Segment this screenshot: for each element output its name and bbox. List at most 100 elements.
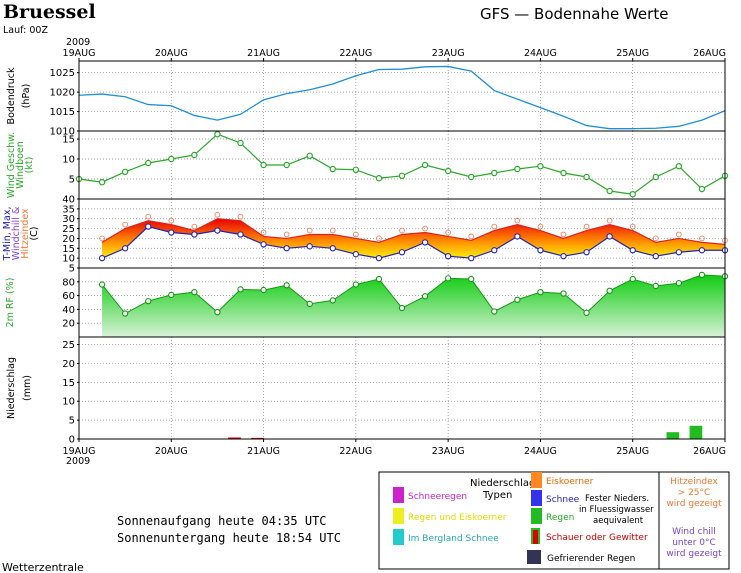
heat-index-point (560, 231, 567, 238)
legend-label: Eiskoerner (546, 477, 594, 487)
day-label-top: 25AUG (616, 48, 649, 59)
rh-point (537, 288, 544, 296)
rh-area (102, 274, 726, 337)
run-label: Lauf: 00Z (3, 25, 48, 36)
panel-frame (78, 60, 726, 132)
y-axis-label: (C) (29, 226, 40, 240)
day-label-top: 22AUG (339, 48, 372, 59)
rh-point (468, 275, 475, 283)
y-axis-label: Wind Geschw. (6, 132, 17, 198)
wind-point (214, 130, 221, 138)
wind-point (514, 165, 521, 173)
rh-point (260, 286, 267, 294)
day-label-bottom: 25AUG (616, 446, 649, 457)
y-axis-label: Hitzeindex (20, 208, 31, 259)
legend-swatch (531, 508, 542, 524)
y-tick-label: 15 (62, 135, 75, 146)
y-axis-label: (mm) (22, 375, 33, 401)
y-axis-label: (kt) (24, 157, 35, 174)
legend-side-frame (658, 471, 730, 570)
wind-point (606, 187, 613, 195)
rh-point (421, 293, 429, 300)
wind-point (629, 190, 636, 198)
day-label-top: 24AUG (524, 48, 557, 59)
tmin-point (375, 254, 383, 262)
y-tick-label: 25 (62, 224, 75, 235)
y-tick-label: 60 (62, 291, 75, 302)
y-axis-label: Niederschlag (6, 357, 17, 419)
rh-point (145, 297, 152, 305)
legend-swatch-inner (533, 530, 538, 544)
rh-point (606, 287, 613, 294)
bottom-day-labels: 19AUG 20AUG 21AUG 22AUG 23AUG 24AUG 25AUG 26AUG (63, 446, 726, 457)
y-tick-label: 80 (62, 277, 75, 288)
y-tick-label: 25 (62, 340, 75, 351)
wind-point (468, 173, 475, 181)
y-axis-label: T-Min, Max, (2, 207, 13, 262)
tmin-point (260, 241, 267, 248)
rh-point (560, 290, 567, 297)
rh-point (168, 291, 175, 299)
panel-precipitation: 0 5 10 15 20 25 Niederschlag (mm) (6, 336, 726, 446)
y-tick-label: 35 (62, 204, 75, 215)
panel-humidity: 20 40 60 80 2m RF (%) (5, 267, 729, 338)
heat-index-point (468, 233, 475, 240)
y-tick-label: 1010 (50, 127, 75, 138)
temp-range-area (102, 218, 726, 259)
legend-note-2: in Fluessigwasser (579, 505, 654, 515)
chill-3: wird gezeigt (666, 549, 722, 559)
rh-point (283, 282, 290, 289)
tmin-point (514, 233, 521, 240)
tmin-point (583, 249, 590, 256)
wind-point (375, 174, 383, 182)
heat-index-point (652, 235, 659, 242)
y-tick-label: 1025 (50, 68, 75, 79)
wind-point (421, 161, 429, 169)
legend-label: Schneeregen (408, 492, 467, 502)
tmin-point (675, 249, 683, 256)
day-label-top: 21AUG (247, 48, 280, 59)
rh-point (398, 304, 406, 312)
rh-point (491, 308, 498, 315)
heat-index-point (399, 227, 405, 234)
y-tick-label: 15 (62, 244, 75, 255)
tmin-line (101, 225, 725, 259)
heat-index-point (168, 217, 175, 224)
legend-note-1: Fester Nieders. (585, 494, 649, 504)
day-label-bottom: 23AUG (432, 446, 465, 457)
heat-index-point (191, 223, 198, 230)
legend-swatch (393, 508, 404, 524)
y-tick-label: 20 (62, 234, 75, 245)
day-label-top: 23AUG (432, 48, 465, 59)
wind-point (583, 173, 590, 181)
wind-point (444, 167, 452, 175)
sunrise-text: Sonnenaufgang heute 04:35 UTC (117, 514, 327, 528)
tmin-point (121, 245, 129, 252)
wind-point (191, 151, 198, 159)
tmin-point (698, 247, 706, 254)
precip-bar (666, 432, 680, 439)
y-tick-label: 30 (62, 214, 75, 225)
y-axis-label: Bodendruck (6, 67, 17, 124)
legend-label: Schnee (546, 495, 580, 505)
panel-wind: 5 10 15 Wind Geschw.Windboen(kt) (6, 130, 729, 200)
y-tick-label: 5 (69, 175, 75, 186)
heat-index-point (214, 211, 221, 218)
tmin-point (421, 239, 429, 246)
day-label-bottom: 24AUG (524, 446, 557, 457)
legend-swatch (527, 550, 541, 564)
tmin-point (537, 247, 544, 254)
day-label-bottom: 26AUG (693, 446, 726, 457)
rh-point (352, 281, 360, 288)
rh-point (306, 300, 313, 308)
wind-point (329, 165, 336, 173)
wind-point (283, 161, 290, 169)
tmin-point (560, 253, 567, 260)
heat-index-point (445, 229, 451, 236)
heat-index-point (329, 227, 336, 234)
precip-bar (228, 437, 241, 439)
rh-point (698, 271, 706, 279)
heat-index-point (376, 235, 382, 242)
